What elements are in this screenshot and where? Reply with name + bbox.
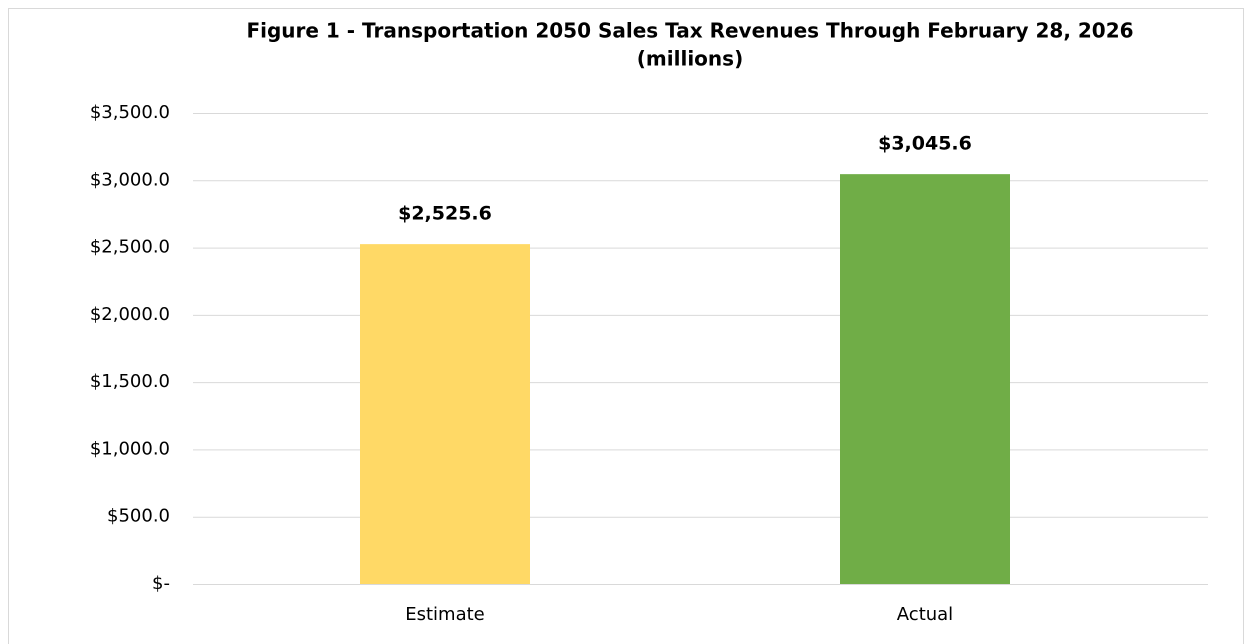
chart-subtitle: (millions) — [637, 47, 743, 71]
data-label: $3,045.6 — [878, 133, 972, 155]
bar — [840, 174, 1010, 584]
y-tick-label: $3,500.0 — [90, 102, 170, 123]
y-tick-label: $2,500.0 — [90, 237, 170, 258]
y-tick-label: $- — [152, 573, 170, 594]
chart-title: Figure 1 - Transportation 2050 Sales Tax… — [246, 19, 1133, 43]
y-tick-label: $2,000.0 — [90, 304, 170, 325]
data-label: $2,525.6 — [398, 203, 492, 225]
y-tick-label: $1,500.0 — [90, 371, 170, 392]
bar — [360, 244, 530, 584]
x-tick-label: Estimate — [405, 604, 485, 625]
y-tick-label: $1,000.0 — [90, 438, 170, 459]
y-tick-label: $3,000.0 — [90, 169, 170, 190]
chart-border — [8, 8, 1244, 644]
y-tick-label: $500.0 — [107, 506, 170, 527]
x-tick-label: Actual — [897, 604, 953, 625]
